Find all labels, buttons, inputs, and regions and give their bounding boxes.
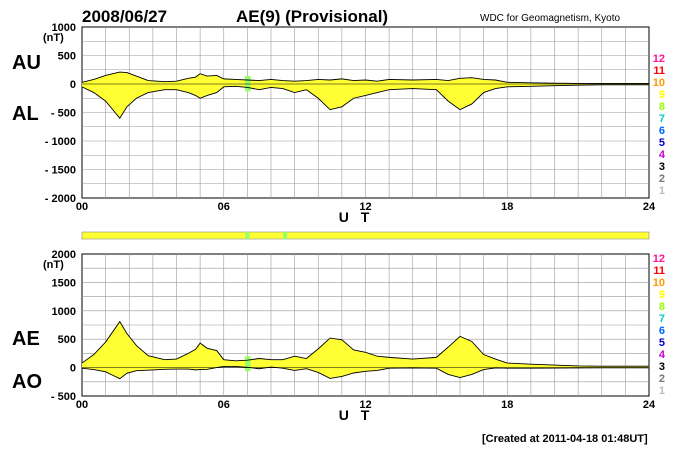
level-label: 10: [653, 277, 665, 289]
x-tick-label: 18: [501, 201, 513, 213]
created-stamp: [Created at 2011-04-18 01:48UT]: [482, 433, 648, 445]
series-au-line: [81, 71, 649, 84]
x-tick-label: 00: [76, 399, 88, 411]
level-label: 7: [659, 113, 665, 125]
level-label: 2: [659, 173, 665, 185]
al-label: AL: [12, 103, 39, 125]
level-label: 8: [659, 301, 665, 313]
status-mark: [283, 232, 288, 239]
index-title: AE(9) (Provisional): [236, 7, 388, 26]
series-al-line: [81, 84, 649, 119]
series-ao-line: [81, 366, 649, 380]
level-label: 11: [653, 265, 665, 277]
x-tick-label: 12: [359, 201, 371, 213]
au-al-y-ticks: 1000 500 0 - 500 - 1000 - 1500 - 2000: [45, 22, 76, 205]
y-tick-label: - 1500: [45, 165, 76, 177]
level-label: 4: [659, 349, 666, 361]
quality-highlight: [245, 356, 251, 372]
au-label: AU: [12, 52, 41, 74]
level-label: 12: [653, 53, 665, 65]
level-label: 7: [659, 313, 665, 325]
y-tick-label: - 500: [51, 391, 76, 403]
y-tick-label: 1500: [52, 277, 76, 289]
area-fill: [82, 321, 649, 379]
level-label: 9: [659, 89, 665, 101]
level-label: 12: [653, 253, 665, 265]
level-label: 5: [659, 337, 665, 349]
level-label: 6: [659, 125, 665, 137]
status-bar-fill: [81, 231, 650, 240]
level-label: 3: [659, 161, 665, 173]
x-tick-label: 12: [359, 399, 371, 411]
y-tick-label: 1000: [52, 22, 76, 34]
ae-ao-unit: (nT): [43, 259, 64, 271]
ao-label: AO: [12, 371, 42, 393]
au-al-grid: [82, 27, 649, 198]
y-tick-label: - 500: [51, 108, 76, 120]
data-status-bar: [81, 231, 650, 240]
y-tick-label: - 2000: [45, 193, 76, 205]
au-al-x-label: U T: [339, 209, 374, 225]
y-tick-label: - 1000: [45, 136, 76, 148]
level-label: 9: [659, 289, 665, 301]
ae-ao-x-label: U T: [339, 407, 374, 423]
ae-ao-x-ticks: 00 06 12 18 24: [76, 399, 656, 411]
level-label: 3: [659, 361, 665, 373]
date-title: 2008/06/27: [82, 7, 167, 26]
au-al-area: [81, 71, 649, 119]
x-tick-label: 24: [643, 201, 656, 213]
x-tick-label: 06: [218, 399, 230, 411]
ae-ao-area: [81, 320, 649, 380]
level-label: 10: [653, 77, 665, 89]
y-tick-label: 0: [70, 363, 76, 375]
level-label: 8: [659, 101, 665, 113]
au-al-unit: (nT): [43, 32, 64, 44]
y-tick-label: 2000: [52, 249, 76, 261]
level-label: 5: [659, 137, 665, 149]
au-al-x-ticks: 00 06 12 18 24: [76, 201, 656, 213]
ae-ao-y-ticks: 2000 1500 1000 500 0 - 500: [51, 249, 76, 403]
x-tick-label: 06: [218, 201, 230, 213]
x-tick-label: 18: [501, 399, 513, 411]
level-label: 1: [659, 385, 665, 397]
series-ae-line: [81, 320, 649, 367]
x-tick-label: 00: [76, 201, 88, 213]
level-label: 1: [659, 185, 665, 197]
y-tick-label: 500: [58, 51, 76, 63]
ae-ao-grid: [82, 254, 649, 396]
ae-label: AE: [12, 328, 40, 350]
y-tick-label: 1000: [52, 306, 76, 318]
level-label: 4: [659, 149, 666, 161]
level-label: 6: [659, 325, 665, 337]
source-label: WDC for Geomagnetism, Kyoto: [480, 13, 620, 24]
level-label: 2: [659, 373, 665, 385]
y-tick-label: 0: [70, 79, 76, 91]
quality-highlight: [245, 76, 251, 92]
x-tick-label: 24: [643, 399, 656, 411]
y-tick-label: 500: [58, 334, 76, 346]
status-mark: [245, 232, 250, 239]
level-label: 11: [653, 65, 665, 77]
